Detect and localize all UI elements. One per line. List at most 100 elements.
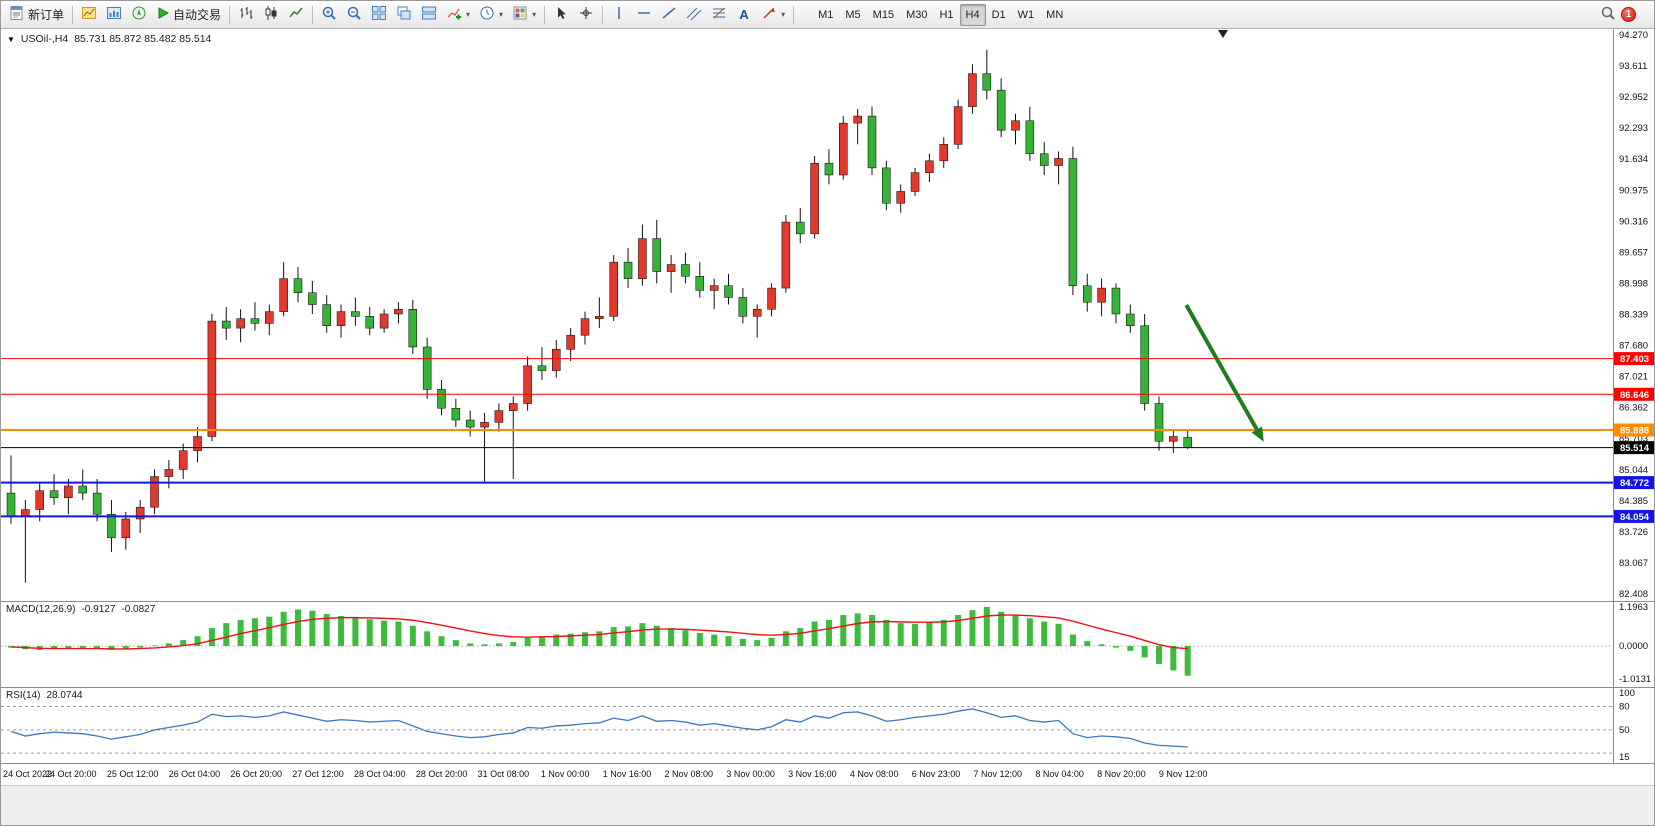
- rsi-name: RSI(14): [6, 690, 41, 701]
- timeframe-h4-button[interactable]: H4: [959, 3, 986, 26]
- time-label: 1 Nov 00:00: [540, 769, 590, 779]
- market-watch-button[interactable]: [102, 4, 126, 26]
- svg-text:88.998: 88.998: [1619, 278, 1648, 289]
- svg-text:80: 80: [1619, 702, 1630, 713]
- vertical-line-icon: [611, 5, 627, 24]
- line-chart-icon: [288, 5, 304, 24]
- templates-button[interactable]: ▾: [508, 4, 540, 26]
- channel-button[interactable]: [682, 4, 706, 26]
- svg-text:94.270: 94.270: [1619, 30, 1648, 41]
- clock-icon: [479, 5, 495, 24]
- timeframe-d1-button[interactable]: D1: [991, 8, 1006, 21]
- crosshair-icon: [578, 5, 594, 24]
- trend-arrow[interactable]: [1184, 304, 1259, 431]
- tile-windows-icon: [371, 5, 387, 24]
- candlestick-chart-button[interactable]: [259, 4, 283, 26]
- svg-text:88.339: 88.339: [1619, 310, 1648, 321]
- separator: [72, 5, 74, 24]
- search-icon: [1600, 5, 1616, 24]
- time-label: 6 Nov 23:00: [911, 769, 961, 779]
- timeframe-m1-button[interactable]: M1: [818, 8, 834, 21]
- time-label: 7 Nov 12:00: [973, 769, 1023, 779]
- autotrading-play-icon: [156, 6, 170, 23]
- macd-panel: 1.1963 0.0000 -1.0131 MACD(12,26,9) -0.912…: [1, 601, 1655, 687]
- charts-profile-button[interactable]: [77, 4, 101, 26]
- time-label: 8 Nov 20:00: [1097, 769, 1146, 779]
- arrows-tool-button[interactable]: ▾: [757, 4, 789, 26]
- timeframe-mn-button[interactable]: MN: [1046, 8, 1064, 21]
- macd-chart[interactable]: 1.1963 0.0000 -1.0131: [1, 601, 1655, 687]
- separator: [312, 5, 314, 24]
- svg-text:89.657: 89.657: [1619, 247, 1648, 258]
- rsi-value: 28.0744: [46, 690, 83, 701]
- separator: [229, 5, 231, 24]
- svg-text:15: 15: [1619, 752, 1630, 763]
- zoom-out-button[interactable]: [342, 4, 366, 26]
- svg-text:82.408: 82.408: [1619, 589, 1648, 600]
- navigator-button[interactable]: [127, 4, 151, 26]
- tile-horizontal-button[interactable]: [417, 4, 441, 26]
- svg-text:86.646: 86.646: [1620, 390, 1649, 401]
- symbol-dropdown-icon[interactable]: ▼: [7, 34, 15, 44]
- timeframe-m15-button[interactable]: M15: [872, 8, 895, 21]
- time-label: 1 Nov 16:00: [602, 769, 652, 779]
- search-button[interactable]: [1596, 4, 1620, 26]
- timeframe-h1-button[interactable]: H1: [939, 8, 954, 21]
- timeframe-w1-button[interactable]: W1: [1017, 8, 1035, 21]
- crosshair-button[interactable]: [574, 4, 598, 26]
- window-bottom: [1, 785, 1654, 825]
- rsi-chart[interactable]: 100 80 50 15: [1, 687, 1655, 763]
- chevron-down-icon: ▾: [466, 10, 471, 19]
- time-label: 28 Oct 04:00: [354, 769, 406, 779]
- tile-windows-button[interactable]: [367, 4, 391, 26]
- chart-shift-marker[interactable]: [1218, 30, 1228, 38]
- vertical-line-button[interactable]: [607, 4, 631, 26]
- time-label: 27 Oct 12:00: [292, 769, 344, 779]
- svg-text:83.067: 83.067: [1619, 558, 1648, 569]
- timeframe-m30-button[interactable]: M30: [906, 8, 928, 21]
- new-order-icon: [9, 5, 25, 24]
- svg-text:84.385: 84.385: [1619, 496, 1648, 507]
- line-chart-button[interactable]: [284, 4, 308, 26]
- autotrading-button[interactable]: 自动交易: [152, 4, 225, 26]
- new-order-label: 新订单: [28, 8, 65, 22]
- horizontal-line-button[interactable]: [632, 4, 656, 26]
- timeframe-buttons: M1 M5 M15 M30 H1 H4 D1 W1 MN: [812, 3, 1069, 26]
- price-chart[interactable]: 94.270 93.611 92.952 92.293 91.634 90.975 90.3…: [1, 29, 1655, 601]
- periods-button[interactable]: ▾: [475, 4, 507, 26]
- indicators-icon: [446, 5, 462, 24]
- time-label: 4 Nov 08:00: [849, 769, 899, 779]
- zoom-in-button[interactable]: [317, 4, 341, 26]
- notifications-badge[interactable]: 1: [1621, 7, 1636, 22]
- svg-text:84.772: 84.772: [1620, 478, 1649, 489]
- indicators-button[interactable]: ▾: [442, 4, 474, 26]
- svg-text:85.514: 85.514: [1620, 443, 1650, 454]
- price-tag-85.888: [1614, 423, 1654, 437]
- bar-chart-button[interactable]: [234, 4, 258, 26]
- cursor-button[interactable]: [549, 4, 573, 26]
- candlestick-icon: [263, 5, 279, 24]
- svg-text:92.952: 92.952: [1619, 92, 1648, 103]
- macd-signal-value: -0.0827: [121, 604, 156, 615]
- time-label: 28 Oct 20:00: [415, 769, 468, 779]
- trend-arrow-head: [1251, 426, 1264, 442]
- chevron-down-icon: ▾: [499, 10, 504, 19]
- trendline-icon: [661, 5, 677, 24]
- price-tag-87.403: [1614, 352, 1654, 366]
- macd-label-row: MACD(12,26,9) -0.9127 -0.0827: [6, 604, 155, 615]
- time-label: 31 Oct 08:00: [477, 769, 530, 779]
- separator: [793, 5, 795, 24]
- new-order-button[interactable]: 新订单: [5, 4, 68, 26]
- timeframe-m5-button[interactable]: M5: [845, 8, 861, 21]
- svg-text:83.726: 83.726: [1619, 527, 1648, 538]
- macd-name: MACD(12,26,9): [6, 604, 76, 615]
- time-label: 24 Oct 2022: [3, 769, 53, 779]
- fibonacci-button[interactable]: [707, 4, 731, 26]
- time-axis[interactable]: 24 Oct 2022 24 Oct 20:00 25 Oct 12:00 26 Oc…: [1, 763, 1654, 785]
- tile-horizontal-icon: [421, 5, 437, 24]
- cascade-windows-button[interactable]: [392, 4, 416, 26]
- trendline-button[interactable]: [657, 4, 681, 26]
- svg-text:91.634: 91.634: [1619, 154, 1648, 165]
- text-tool-button[interactable]: A: [732, 4, 756, 26]
